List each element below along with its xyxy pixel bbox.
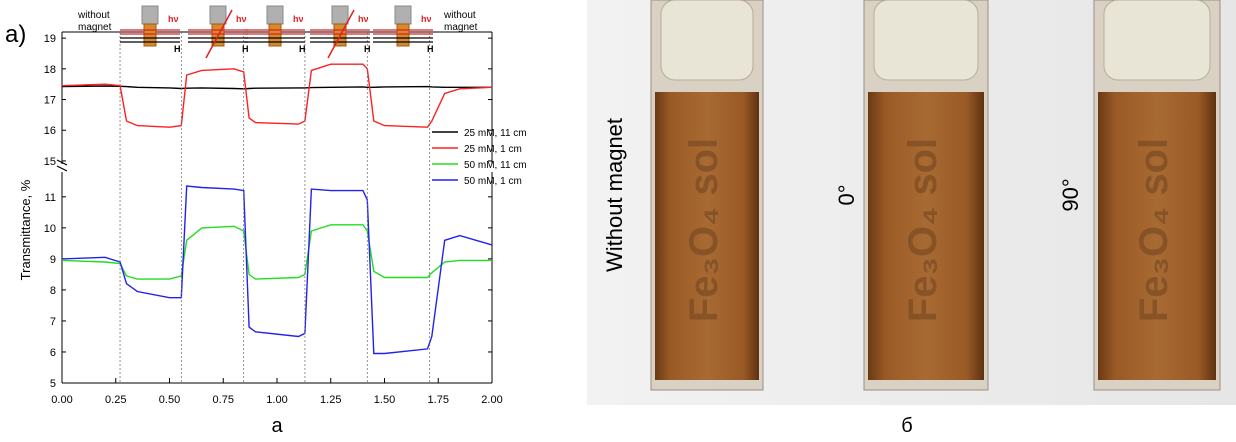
y-tick-label: 10 <box>44 223 56 235</box>
figure: Fe₃O₄ sol Without magnet Fe₃O₄ sol 0° Fe₃O₄ … <box>0 0 1236 437</box>
sample <box>269 24 281 46</box>
sample <box>397 24 409 46</box>
y-tick-label: 18 <box>44 64 56 76</box>
y-tick-label: 8 <box>50 285 56 297</box>
annotation-line: magnet <box>444 22 478 33</box>
x-tick-label: 1.00 <box>266 394 287 406</box>
data-line <box>62 186 492 354</box>
sample-text: Fe₃O₄ sol <box>682 138 726 322</box>
photo-label: 90° <box>1058 178 1083 211</box>
x-tick-label: 0.75 <box>213 394 234 406</box>
magnet-top <box>395 6 411 24</box>
sample-text: Fe₃O₄ sol <box>1132 138 1176 322</box>
photo: Fe₃O₄ sol Without magnet Fe₃O₄ sol 0° Fe₃O₄ … <box>602 0 1220 437</box>
h-label: H <box>242 44 249 54</box>
x-tick-label: 1.25 <box>320 394 341 406</box>
y-tick-label: 16 <box>44 125 56 137</box>
hv-label: hν <box>421 14 432 24</box>
photo-label: 0° <box>834 184 859 205</box>
h-label: H <box>364 44 371 54</box>
magnet-top <box>332 6 348 24</box>
data-line <box>62 86 492 89</box>
y-tick-label: 6 <box>50 347 56 359</box>
cuvette-air <box>874 0 978 80</box>
annotation-line: without <box>443 10 476 21</box>
legend-label: 25 mM, 11 cm <box>464 128 527 139</box>
h-label: H <box>299 44 306 54</box>
legend-label: 25 mM, 1 cm <box>464 144 522 155</box>
caption: а <box>271 415 283 437</box>
magnet-top <box>142 6 158 24</box>
data-line <box>62 225 492 279</box>
x-tick-label: 0.50 <box>159 394 180 406</box>
data-line <box>62 64 492 127</box>
h-label: H <box>174 44 181 54</box>
y-tick-label: 7 <box>50 316 56 328</box>
x-tick-label: 2.00 <box>481 394 502 406</box>
legend-label: 50 mM, 1 cm <box>464 176 522 187</box>
annotation-line: without <box>77 10 110 21</box>
legend-label: 50 mM, 11 cm <box>464 160 527 171</box>
y-tick-label: 17 <box>44 95 56 107</box>
y-axis-label: Transmittance, % <box>18 179 33 280</box>
panel-label: a) <box>5 21 26 48</box>
y-tick-label: 9 <box>50 254 56 266</box>
x-tick-label: 0.25 <box>105 394 126 406</box>
photo-label: Without magnet <box>602 118 627 272</box>
magnet-top <box>267 6 283 24</box>
x-tick-label: 0.00 <box>51 394 72 406</box>
x-tick-label: 1.75 <box>428 394 449 406</box>
axis-break <box>57 166 67 171</box>
y-tick-label: 11 <box>45 192 56 204</box>
y-tick-label: 5 <box>50 378 56 390</box>
cuvette-air <box>661 0 753 80</box>
hv-label: hν <box>168 14 179 24</box>
hv-label: hν <box>236 14 247 24</box>
annotation-line: magnet <box>78 22 112 33</box>
y-tick-label: 15 <box>44 156 56 168</box>
chart: 15 16 17 18 19 5 6 7 8 9 10 11 0.00 0.25 0.50 0.75 1.00 1… <box>5 6 527 437</box>
magnet-top <box>210 6 226 24</box>
x-tick-label: 1.50 <box>374 394 395 406</box>
sample-text: Fe₃O₄ sol <box>901 138 945 322</box>
cuvette-air <box>1104 0 1210 80</box>
h-label: H <box>427 44 434 54</box>
sample <box>144 24 156 46</box>
caption: б <box>901 415 912 437</box>
hv-label: hν <box>293 14 304 24</box>
page: Fe₃O₄ sol Without magnet Fe₃O₄ sol 0° Fe₃O₄ … <box>0 0 1236 442</box>
hv-label: hν <box>358 14 369 24</box>
y-tick-label: 19 <box>44 33 56 45</box>
